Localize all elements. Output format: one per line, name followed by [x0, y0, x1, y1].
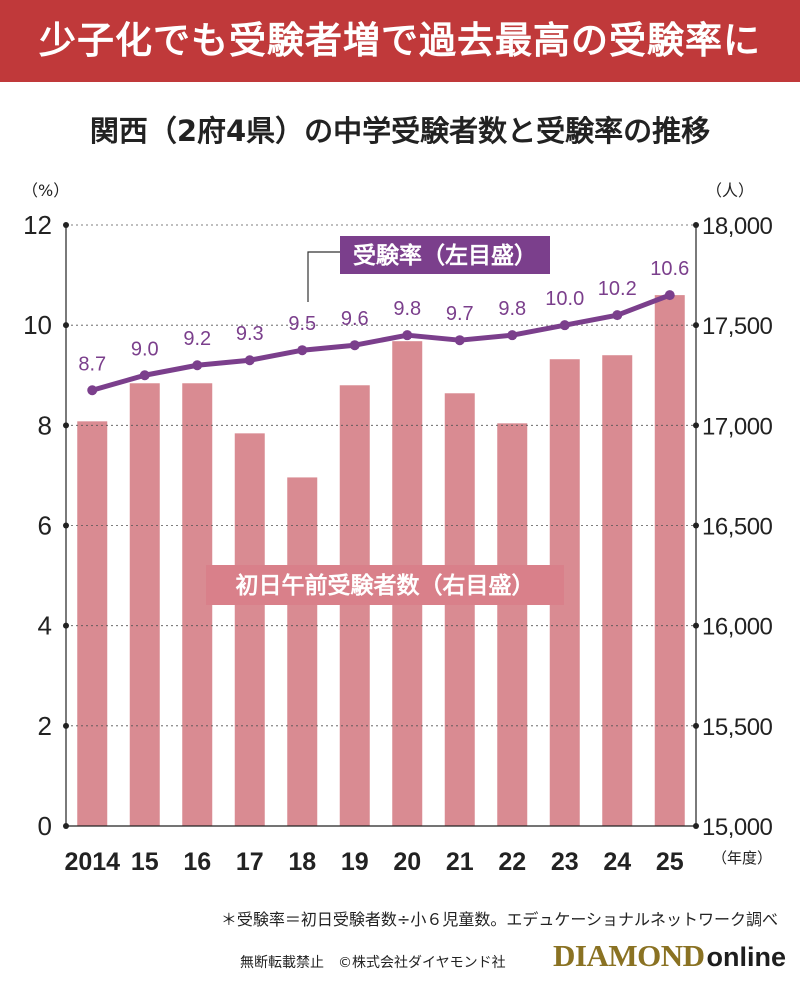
bar	[497, 423, 528, 826]
right-tick-dot	[693, 322, 699, 329]
right-tick-label: 18,000	[702, 213, 773, 240]
title-banner: 少子化でも受験者増で過去最高の受験率に	[0, 0, 800, 82]
rate-point	[454, 335, 465, 346]
copyright-notice: 無断転載禁止 ©株式会社ダイヤモンド社	[240, 955, 506, 971]
rate-data-label: 10.6	[650, 258, 689, 280]
right-tick-dot	[693, 622, 699, 629]
rate-point	[612, 310, 623, 321]
x-tick-label: 22	[498, 848, 526, 876]
x-tick-label: 24	[603, 848, 631, 876]
logo-diamond-text: DIAMOND	[553, 938, 705, 973]
rate-point	[507, 330, 518, 341]
rate-data-label: 9.2	[183, 328, 211, 350]
right-axis-unit: （人）	[706, 181, 754, 200]
rate-point	[244, 355, 255, 366]
rate-data-label: 10.2	[598, 278, 637, 300]
bar	[129, 383, 160, 826]
rate-point	[664, 290, 675, 301]
x-tick-label: 21	[446, 848, 474, 876]
bar	[602, 355, 633, 826]
left-tick-dot	[63, 622, 69, 629]
right-tick-label: 15,000	[702, 814, 773, 841]
right-tick-dot	[693, 422, 699, 429]
rate-line	[91, 292, 671, 393]
x-tick-label: 18	[288, 848, 316, 876]
rate-series-label: 受験率（左目盛）	[353, 242, 537, 269]
rate-data-label: 9.7	[446, 303, 474, 325]
diamond-online-logo[interactable]: DIAMONDonline	[553, 938, 786, 974]
left-tick-label: 10	[23, 310, 52, 340]
left-tick-label: 2	[38, 711, 52, 741]
rate-point	[402, 330, 413, 341]
rate-point	[349, 340, 360, 351]
rate-data-label: 9.6	[341, 308, 369, 330]
chart-headline: 少子化でも受験者増で過去最高の受験率に	[39, 19, 761, 62]
rate-data-label: 9.8	[393, 298, 421, 320]
rate-data-label: 9.3	[236, 323, 264, 345]
right-tick-dot	[693, 823, 699, 829]
left-tick-dot	[63, 422, 69, 429]
left-tick-label: 12	[23, 210, 52, 240]
left-tick-dot	[63, 823, 69, 829]
bar	[234, 433, 265, 826]
rate-point	[559, 320, 570, 331]
left-tick-label: 0	[38, 811, 52, 841]
chart-subtitle: 関西（2府4県）の中学受験者数と受験率の推移	[89, 114, 711, 148]
combo-chart: 02468101215,00015,50016,00016,50017,0001…	[22, 181, 773, 876]
left-tick-dot	[63, 322, 69, 329]
rate-data-label: 8.7	[78, 353, 106, 375]
count-label-box	[206, 565, 564, 605]
x-tick-label: 20	[393, 848, 421, 876]
right-tick-label: 15,500	[702, 714, 773, 741]
rate-data-label: 9.0	[131, 338, 159, 360]
right-tick-label: 17,500	[702, 313, 773, 340]
right-tick-label: 17,000	[702, 413, 773, 440]
bar	[339, 385, 370, 826]
left-tick-label: 8	[38, 410, 52, 440]
right-tick-label: 16,500	[702, 514, 773, 541]
bar	[654, 295, 685, 826]
footnote: ＊受験率＝初日受験者数÷小６児童数。エデュケーショナルネットワーク調べ	[220, 910, 778, 929]
left-tick-label: 6	[38, 511, 52, 541]
right-tick-dot	[693, 522, 699, 529]
rate-point	[192, 360, 203, 371]
x-tick-label: 2014	[64, 848, 120, 876]
right-tick-dot	[693, 222, 699, 228]
bar	[77, 421, 108, 826]
left-axis-unit: （%）	[22, 181, 69, 200]
rate-data-label: 10.0	[545, 288, 584, 310]
rate-point	[139, 370, 150, 381]
left-tick-dot	[63, 522, 69, 529]
count-series-label: 初日午前受験者数（右目盛）	[236, 572, 535, 599]
left-tick-label: 4	[38, 611, 52, 641]
rate-point	[297, 345, 308, 356]
rate-label-box	[340, 236, 550, 274]
rate-point	[87, 385, 98, 396]
x-tick-label: 16	[183, 848, 211, 876]
x-tick-label: 19	[341, 848, 369, 876]
rate-label-leader	[307, 251, 340, 302]
x-tick-label: 25	[656, 848, 684, 876]
x-tick-label: 15	[131, 848, 159, 876]
logo-online-text: online	[706, 942, 787, 972]
rate-data-label: 9.5	[288, 313, 316, 335]
bar	[444, 393, 475, 826]
left-tick-dot	[63, 722, 69, 729]
left-tick-dot	[63, 222, 69, 228]
bar	[287, 477, 318, 826]
x-axis-unit: （年度）	[712, 849, 772, 867]
x-tick-label: 17	[236, 848, 264, 876]
rate-data-label: 9.8	[498, 298, 526, 320]
x-tick-label: 23	[551, 848, 579, 876]
right-tick-dot	[693, 722, 699, 729]
right-tick-label: 16,000	[702, 614, 773, 641]
